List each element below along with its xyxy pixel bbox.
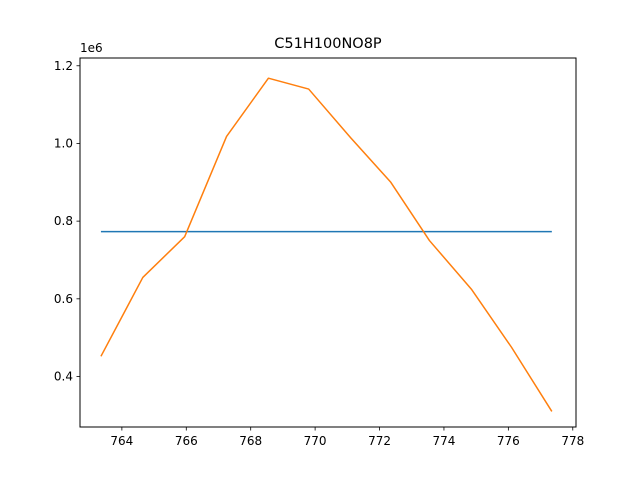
x-tick-label: 764 — [110, 434, 133, 448]
series-layer — [100, 77, 553, 412]
x-tick-label: 774 — [432, 434, 455, 448]
x-tick-label: 772 — [368, 434, 391, 448]
plot-frame — [79, 57, 577, 428]
chart-title: C51H100NO8P — [274, 36, 382, 52]
y-tick-label: 1.0 — [54, 136, 73, 150]
y-tick-label: 0.8 — [54, 214, 73, 228]
x-tick-label: 768 — [239, 434, 262, 448]
x-tick-label: 770 — [304, 434, 327, 448]
ticks-layer: 764 766 768 770 772 774 776 778 0.4 0.6 0.8 1.0 1.2 — [54, 59, 584, 448]
y-tick-label: 0.4 — [54, 370, 73, 384]
x-tick-label: 776 — [497, 434, 520, 448]
y-axis-offset-label: 1e6 — [80, 41, 103, 55]
x-tick-label: 766 — [175, 434, 198, 448]
y-tick-label: 1.2 — [54, 59, 73, 73]
y-tick-label: 0.6 — [54, 292, 73, 306]
x-tick-label: 778 — [561, 434, 584, 448]
series-line-1 — [100, 77, 553, 412]
